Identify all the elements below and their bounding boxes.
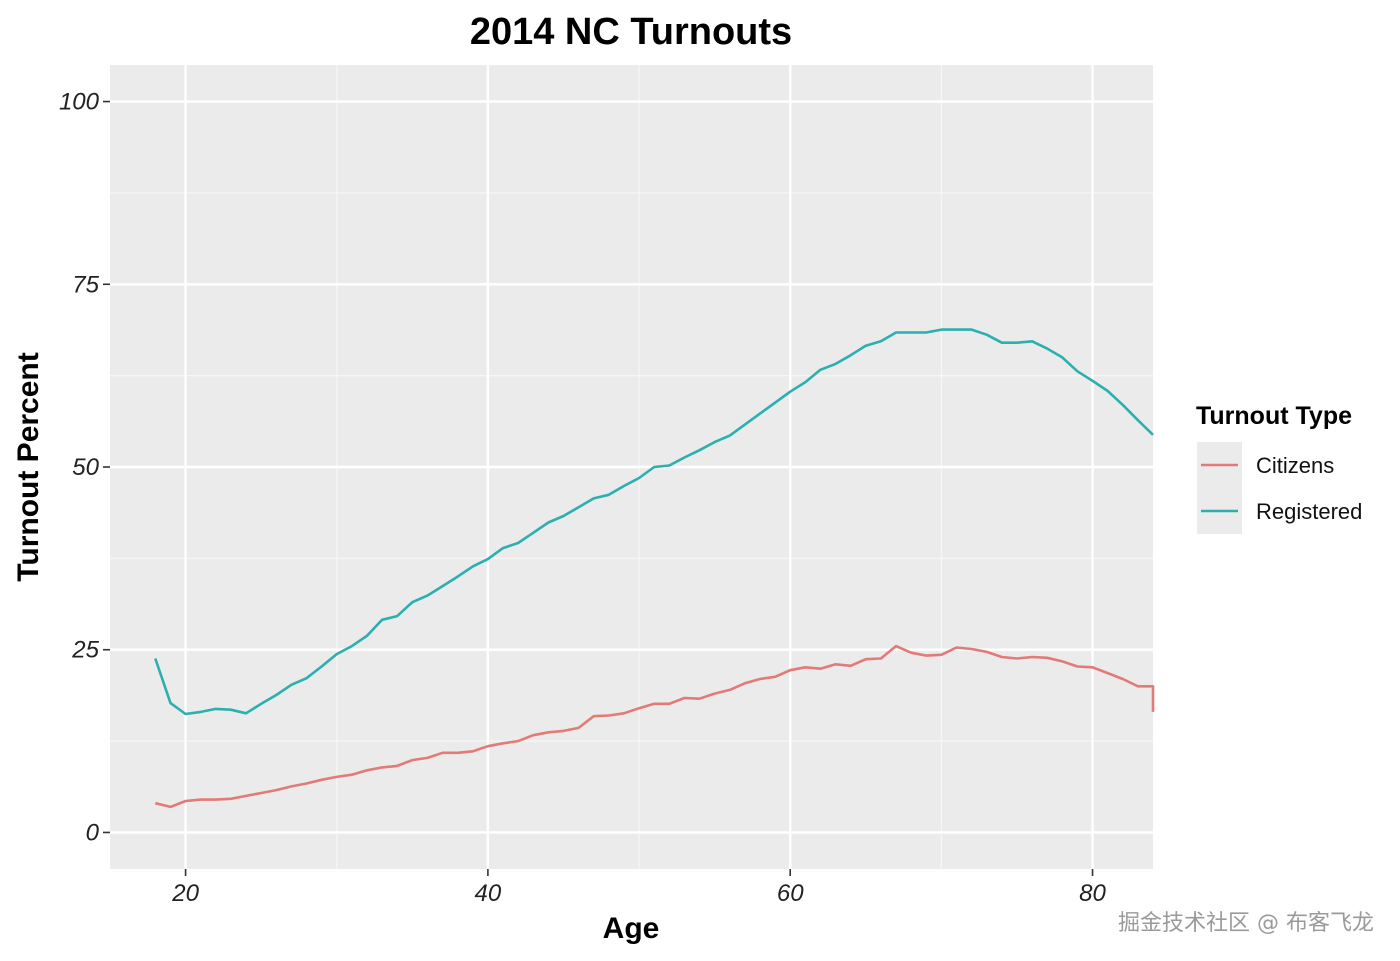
series-line-registered: [154, 328, 1154, 716]
legend-label-citizens: Citizens: [1256, 453, 1334, 478]
x-tick-label: 80: [1079, 880, 1106, 907]
chart-title: 2014 NC Turnouts: [470, 11, 792, 53]
axis-ticks: 20 40 60 80 0 25 50 75 100: [59, 89, 1107, 907]
series-layer: [154, 328, 1155, 809]
x-tick-label: 40: [475, 880, 502, 907]
legend-items: Citizens Registered: [1197, 442, 1362, 534]
y-tick-label: 75: [72, 271, 99, 298]
legend-label-registered: Registered: [1256, 499, 1362, 524]
y-axis-title: Turnout Percent: [12, 352, 45, 581]
legend: Turnout Type Citizens Registered: [1196, 402, 1362, 534]
x-tick-label: 60: [777, 880, 804, 907]
series-line-citizens: [154, 644, 1155, 809]
y-tick-label: 25: [71, 637, 99, 664]
y-tick-label: 100: [59, 89, 100, 116]
y-tick-label: 50: [72, 454, 99, 481]
x-axis-title: Age: [603, 912, 660, 945]
x-tick-label: 20: [171, 880, 199, 907]
watermark-text: 掘金技术社区 @ 布客飞龙: [1118, 911, 1374, 936]
y-tick-label: 0: [86, 819, 100, 846]
legend-title: Turnout Type: [1196, 402, 1352, 430]
major-gridlines: [110, 65, 1153, 869]
